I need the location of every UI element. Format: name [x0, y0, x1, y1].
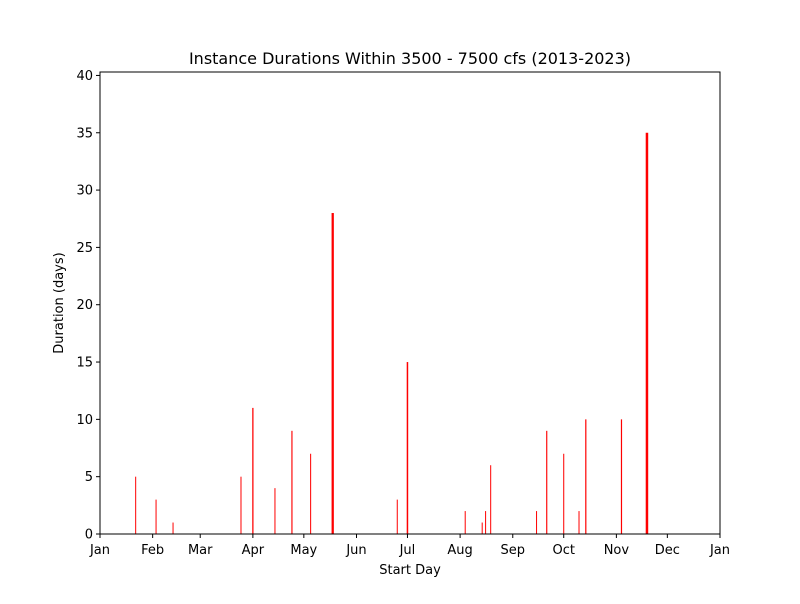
x-tick-label: Jan	[89, 543, 110, 558]
y-tick-label: 5	[85, 470, 93, 485]
bar	[464, 511, 466, 534]
bar	[155, 499, 157, 534]
plot-frame	[99, 71, 721, 535]
x-tick-label: Jun	[345, 543, 366, 558]
y-tick-label: 15	[76, 356, 93, 371]
x-tick-label: May	[290, 543, 317, 558]
x-tick-label: Feb	[141, 543, 164, 558]
bar	[585, 419, 587, 534]
bar	[274, 488, 276, 534]
bar	[481, 522, 483, 534]
bar	[578, 511, 580, 534]
bar	[135, 476, 137, 534]
bar	[546, 430, 548, 534]
bar	[240, 476, 242, 534]
x-axis-label: Start Day	[379, 563, 441, 578]
bar	[620, 419, 623, 534]
x-axis: Jan Feb Mar Apr May Jun Jul Aug Sep Oct Nov Dec Jan	[89, 534, 730, 558]
x-tick-label: Mar	[188, 543, 213, 558]
x-tick-label: Jul	[399, 543, 416, 558]
y-tick-label: 30	[76, 184, 93, 199]
bar	[485, 511, 487, 534]
bar	[252, 407, 254, 534]
y-axis: 0 5 10 15 20 25 30 35 40	[76, 69, 100, 543]
x-tick-label: Dec	[655, 543, 680, 558]
bar	[490, 465, 492, 534]
y-tick-label: 40	[76, 69, 93, 84]
x-tick-label: Nov	[604, 543, 630, 558]
x-tick-label: Sep	[501, 543, 526, 558]
x-tick-label: Oct	[552, 543, 574, 558]
bar	[536, 511, 538, 534]
x-tick-label: Apr	[242, 543, 265, 558]
bar	[291, 430, 293, 534]
bar	[331, 213, 334, 534]
bar	[310, 453, 312, 534]
bar	[563, 453, 565, 534]
bar	[396, 499, 398, 534]
y-tick-label: 10	[76, 413, 93, 428]
x-tick-label: Aug	[447, 543, 472, 558]
y-tick-label: 35	[76, 126, 93, 141]
y-axis-label: Duration (days)	[52, 252, 67, 353]
x-tick-label: Jan	[709, 543, 730, 558]
y-tick-label: 20	[76, 298, 93, 313]
y-tick-label: 0	[85, 528, 93, 543]
bar	[406, 362, 409, 534]
bars	[135, 132, 649, 534]
y-tick-label: 25	[76, 241, 93, 256]
chart-title: Instance Durations Within 3500 - 7500 cf…	[189, 49, 631, 68]
bar	[645, 132, 649, 534]
bar	[172, 522, 174, 534]
